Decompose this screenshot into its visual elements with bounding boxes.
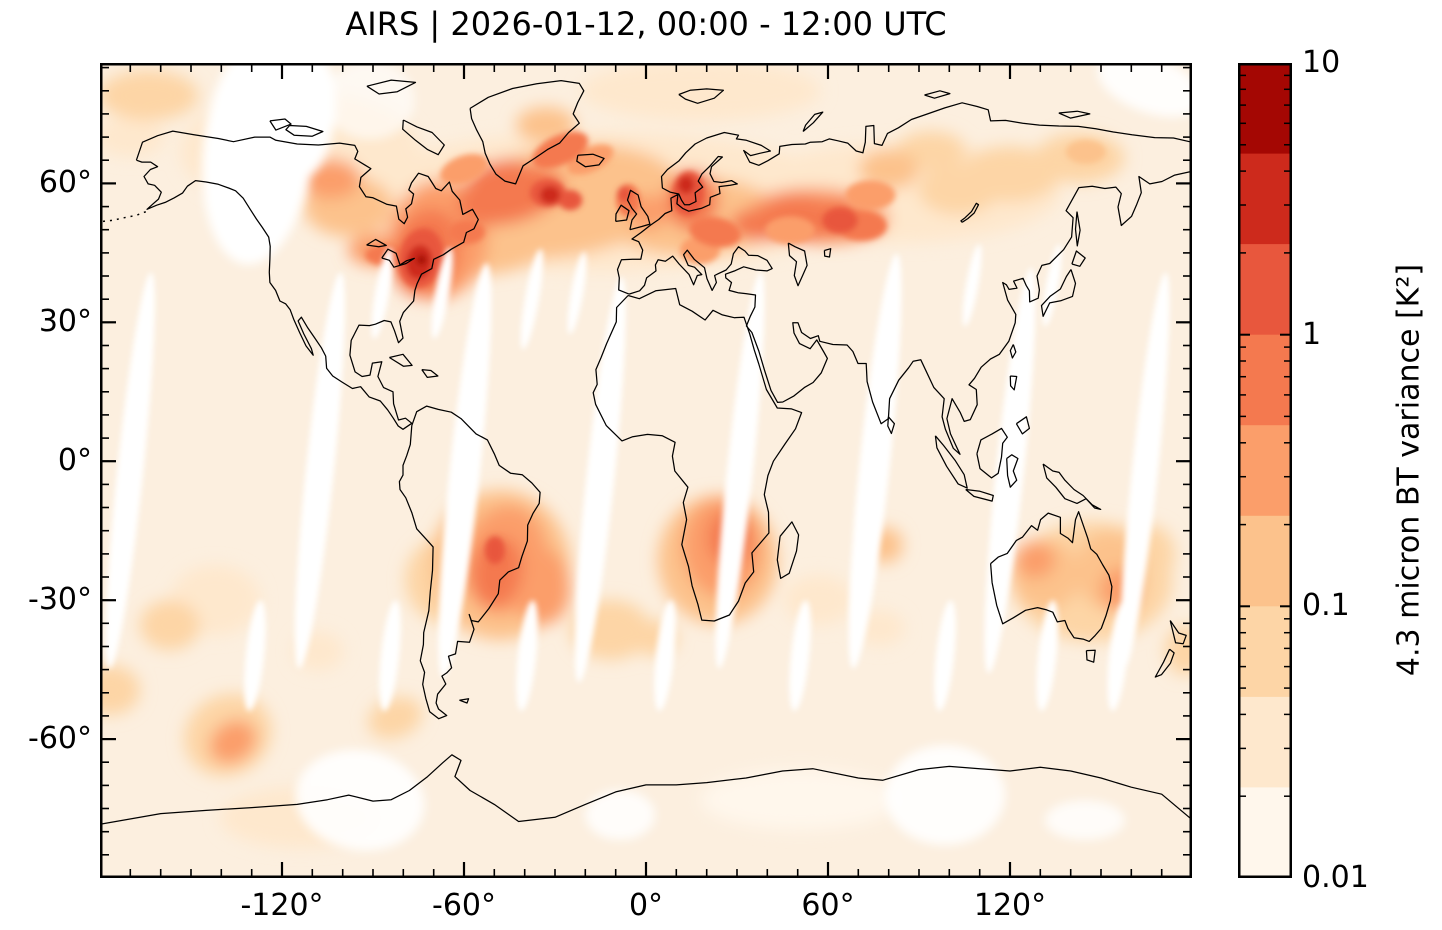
y-tick-label: -60°	[28, 721, 92, 757]
y-tick-label: 0°	[57, 443, 92, 479]
x-tick-label: 0°	[628, 888, 664, 923]
map-canvas	[100, 63, 1192, 878]
x-tick-label: -60°	[432, 888, 496, 923]
x-tick-label: 120°	[973, 888, 1047, 923]
colorbar-label: 4.3 micron BT variance [K²]	[1391, 263, 1427, 677]
x-tick-label: -120°	[240, 888, 324, 923]
y-tick-label: -30°	[28, 582, 92, 618]
colorbar-canvas	[1238, 63, 1292, 879]
y-tick-label: 30°	[38, 304, 92, 340]
map-plot	[100, 63, 1192, 878]
colorbar	[1238, 63, 1292, 879]
colorbar-tick-label: 0.01	[1302, 860, 1369, 895]
colorbar-tick-label: 10	[1302, 45, 1341, 80]
colorbar-tick-label: 0.1	[1302, 588, 1350, 624]
colorbar-tick-label: 1	[1302, 316, 1322, 352]
y-tick-label: 60°	[38, 165, 92, 201]
plot-title: AIRS | 2026-01-12, 00:00 - 12:00 UTC	[345, 5, 947, 43]
x-tick-label: 60°	[801, 888, 855, 923]
